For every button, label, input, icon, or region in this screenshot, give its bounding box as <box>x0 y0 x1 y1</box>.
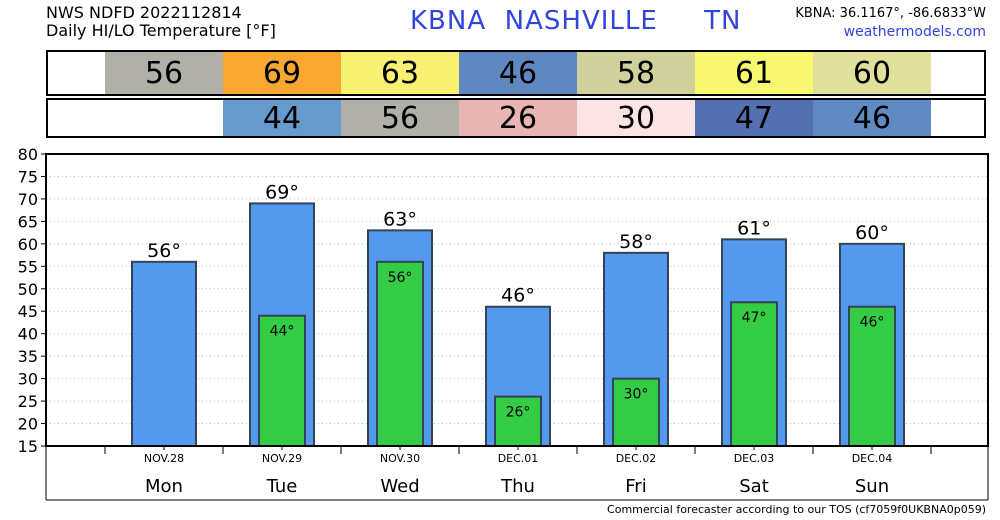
date-label: DEC.01 <box>498 452 539 465</box>
y-tick-label: 65 <box>18 212 38 231</box>
low-temp-cell: 46 <box>813 100 931 136</box>
low-temp-strip: 44 56 26 30 47 46 <box>46 98 986 138</box>
y-tick-label: 80 <box>18 145 38 164</box>
footer-note: Commercial forecaster according to our T… <box>607 503 986 516</box>
y-tick-label: 70 <box>18 190 38 209</box>
low-temp-cell: 30 <box>577 100 695 136</box>
low-temp-label: 44° <box>270 324 295 340</box>
low-temp-cell: 47 <box>695 100 813 136</box>
y-tick-label: 50 <box>18 280 38 299</box>
weekday-label: Fri <box>625 476 646 497</box>
date-label: NOV.28 <box>144 452 184 465</box>
high-temp-label: 58° <box>619 231 653 253</box>
high-temp-bar <box>131 260 197 448</box>
date-label: NOV.30 <box>380 452 420 465</box>
high-temp-strip: 56 69 63 46 58 61 60 <box>46 50 986 96</box>
low-temp-label: 30° <box>624 387 649 403</box>
y-tick-label: 55 <box>18 257 38 276</box>
high-temp-label: 60° <box>855 222 889 244</box>
high-temp-cell: 63 <box>341 52 459 94</box>
low-temp-bar <box>848 305 896 447</box>
low-temp-label: 47° <box>742 310 767 326</box>
low-temp-cell: 56 <box>341 100 459 136</box>
weekday-label: Thu <box>500 476 535 497</box>
y-tick-label: 45 <box>18 302 38 321</box>
station-title: KBNA NASHVILLE TN <box>410 6 742 36</box>
weekday-label: Mon <box>145 476 183 497</box>
weekday-label: Sat <box>739 476 769 497</box>
site-link[interactable]: weathermodels.com <box>843 24 986 40</box>
high-temp-label: 56° <box>147 240 181 262</box>
y-tick-label: 30 <box>18 370 38 389</box>
y-tick-label: 40 <box>18 325 38 344</box>
date-label: DEC.04 <box>852 452 893 465</box>
low-temp-label: 46° <box>860 315 885 331</box>
high-temp-cell: 46 <box>459 52 577 94</box>
high-temp-label: 61° <box>737 217 771 239</box>
low-temp-cell: 44 <box>223 100 341 136</box>
low-temp-bar <box>376 260 424 448</box>
plot-frame <box>45 153 989 447</box>
date-label: NOV.29 <box>262 452 302 465</box>
weekday-label: Tue <box>266 476 298 497</box>
date-label: DEC.03 <box>734 452 775 465</box>
product-subtitle: Daily HI/LO Temperature [°F] <box>46 21 276 40</box>
y-tick-label: 75 <box>18 167 38 186</box>
y-tick-label: 20 <box>18 415 38 434</box>
high-temp-cell: 58 <box>577 52 695 94</box>
low-temp-bar <box>258 314 306 447</box>
high-temp-label: 46° <box>501 285 535 307</box>
low-temp-cell: 26 <box>459 100 577 136</box>
y-tick-label: 25 <box>18 392 38 411</box>
date-label: DEC.02 <box>616 452 657 465</box>
high-temp-cell: 60 <box>813 52 931 94</box>
y-tick-label: 35 <box>18 347 38 366</box>
high-temp-cell: 61 <box>695 52 813 94</box>
high-temp-cell: 56 <box>105 52 223 94</box>
y-tick-label: 60 <box>18 235 38 254</box>
weekday-label: Wed <box>380 476 419 497</box>
product-title: NWS NDFD 2022112814 <box>46 3 242 22</box>
low-temp-label: 56° <box>388 270 413 286</box>
y-tick-label: 15 <box>18 437 38 456</box>
station-coordinates: KBNA: 36.1167°, -86.6833°W <box>795 6 986 21</box>
high-temp-label: 69° <box>265 181 299 203</box>
weekday-label: Sun <box>855 476 889 497</box>
high-temp-cell: 69 <box>223 52 341 94</box>
high-temp-label: 63° <box>383 208 417 230</box>
low-temp-label: 26° <box>506 405 531 421</box>
